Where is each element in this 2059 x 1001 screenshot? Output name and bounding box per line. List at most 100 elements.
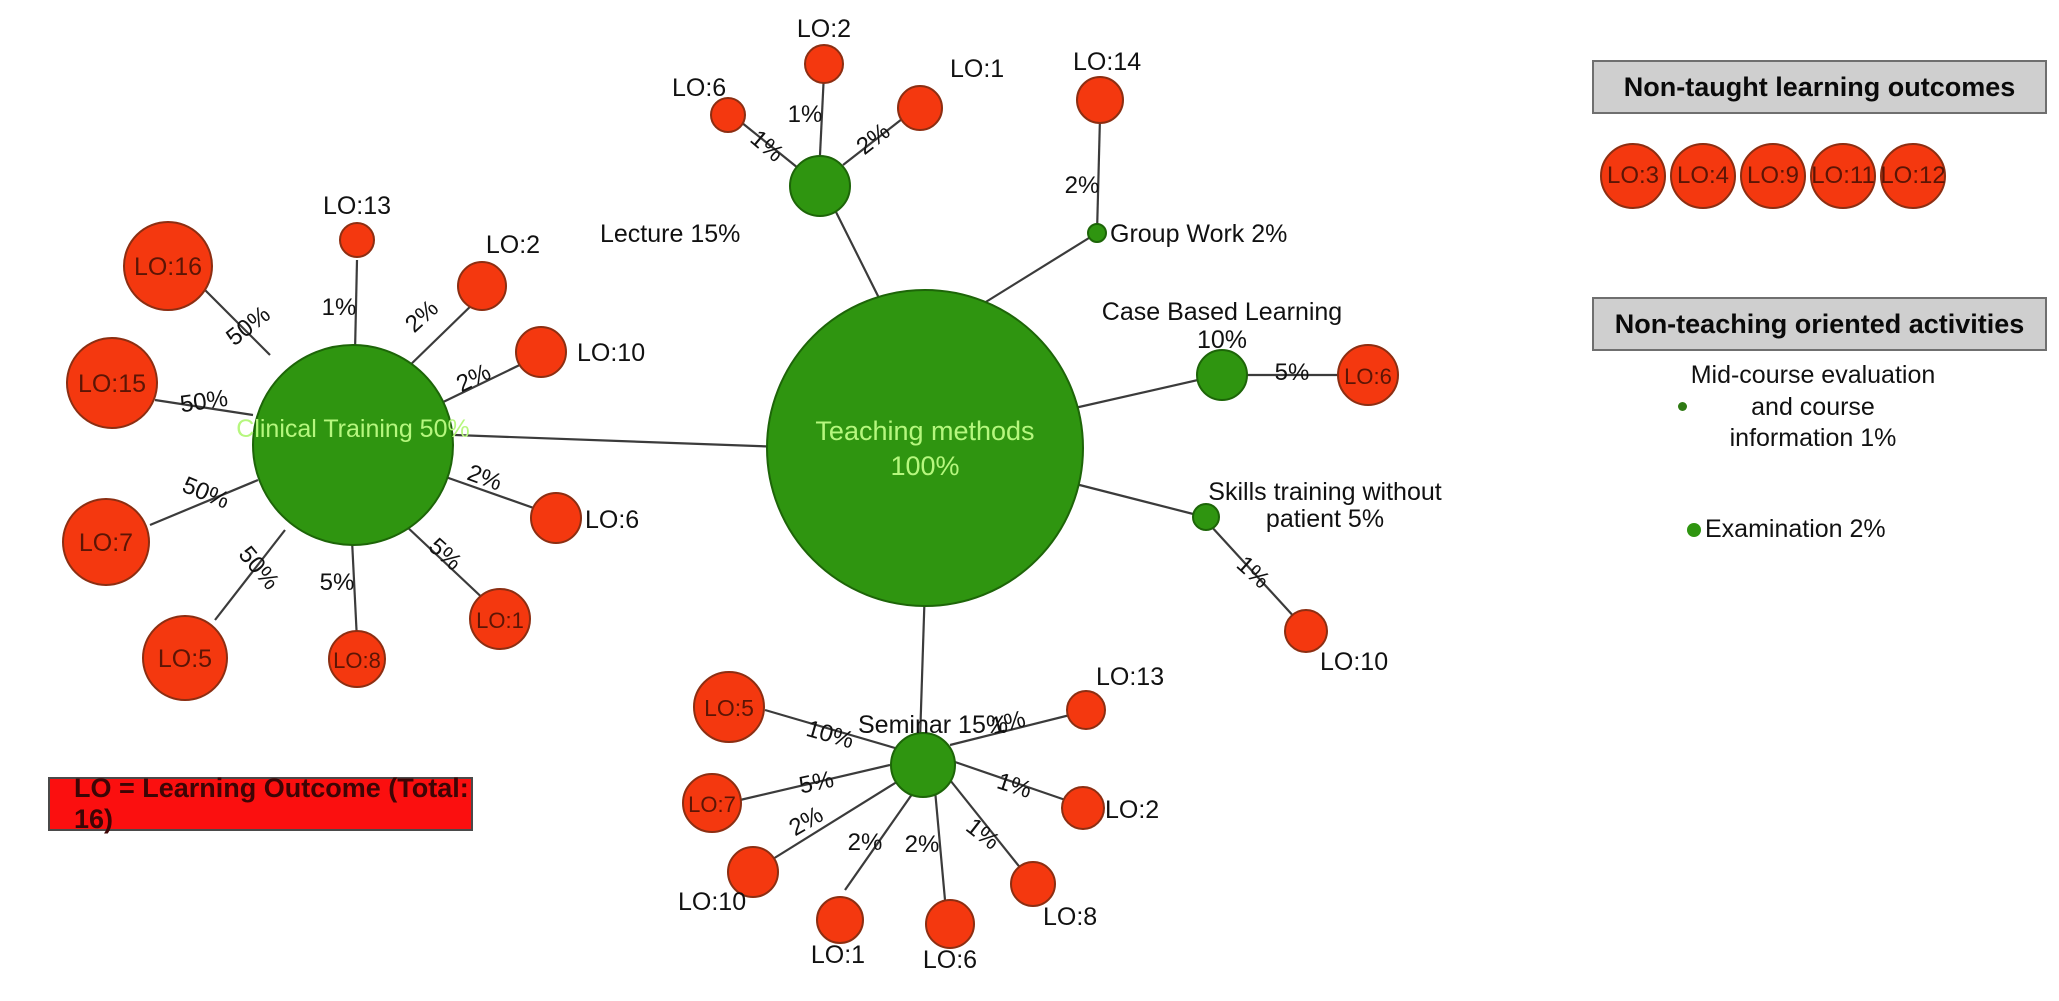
lo-label-seminar-lo5: LO:5 [704,695,754,721]
lo-node-seminar-lo13[interactable] [1066,690,1106,730]
weight-seminar-lo7: 5% [797,766,837,800]
lo-text-skills-lo10: LO:10 [1320,648,1388,676]
lo-text-lecture-lo6: LO:6 [672,74,726,102]
edge-clinical-lo7 [149,478,259,527]
edge-clinical-lo13 [353,259,359,353]
lo-text-lecture-lo2: LO:2 [797,15,851,43]
node-seminar[interactable] [890,732,956,798]
lo-node-seminar-lo1[interactable] [816,896,864,944]
seminar-edges [739,708,1083,923]
weight-groupwork-lo14: 2% [1065,172,1100,199]
lo-node-cbl-lo6[interactable] [1337,344,1399,406]
non-taught-chip-lo9[interactable]: LO:9 [1740,143,1806,209]
non-taught-outcomes-list: LO:3 LO:4 LO:9 LO:11 LO:12 [1600,140,2040,212]
lo-label-clinical-lo15: LO:15 [78,370,146,398]
edge-seminar-lo7 [739,763,891,802]
edge-clinical-lo1 [404,524,491,606]
lo-node-clinical-lo2[interactable] [457,261,507,311]
edge-clinical-lo16 [204,289,271,356]
weight-clinical-lo2: 2% [400,295,444,338]
lo-node-seminar-lo8[interactable] [1010,861,1056,907]
cbl-label-line1: Case Based Learning [1102,298,1342,326]
non-taught-chip-lo4[interactable]: LO:4 [1670,143,1736,209]
lo-node-clinical-lo5[interactable] [142,615,228,701]
lo-text-groupwork-lo14: LO:14 [1073,48,1141,76]
lo-label-seminar-lo7: LO:7 [688,792,736,817]
weight-seminar-lo10: 2% [784,801,828,842]
non-taught-chip-lo3[interactable]: LO:3 [1600,143,1666,209]
edge-center-skills [1059,478,1206,519]
lo-node-seminar-lo10[interactable] [727,846,779,898]
lo-node-clinical-lo16[interactable] [123,221,213,311]
activity-bullet-small-icon [1678,402,1687,411]
edge-center-clinical [454,433,811,450]
node-skills-training[interactable] [1192,503,1220,531]
weight-cbl-lo6: 5% [1275,359,1310,386]
node-lecture[interactable] [789,155,851,217]
non-taught-chip-lo12[interactable]: LO:12 [1880,143,1946,209]
lo-text-seminar-lo2: LO:2 [1105,796,1159,824]
weight-clinical-lo1: 5% [423,533,467,576]
lo-node-seminar-lo5[interactable] [693,671,765,743]
lo-node-clinical-lo6[interactable] [530,492,582,544]
clinical-training-label: Clinical Training 50% [236,415,469,443]
lo-node-seminar-lo7[interactable] [682,773,742,833]
lo-text-clinical-lo10: LO:10 [577,339,645,367]
edge-seminar-lo5 [764,708,896,750]
edge-clinical-lo5 [214,529,286,621]
edge-clinical-lo8 [350,539,359,641]
lo-node-clinical-lo13[interactable] [339,222,375,258]
lo-text-seminar-lo1: LO:1 [811,941,865,969]
node-group-work[interactable] [1087,223,1107,243]
weight-clinical-lo15: 50% [178,385,229,418]
group-work-label: Group Work 2% [1110,220,1287,248]
lo-node-clinical-lo7[interactable] [62,498,150,586]
lo-text-seminar-lo8: LO:8 [1043,903,1097,931]
legend-learning-outcome: LO = Learning Outcome (Total: 16) [48,773,473,834]
edge-seminar-lo13 [949,710,1083,747]
lo-label-clinical-lo7: LO:7 [79,529,133,557]
lo-text-lecture-lo1: LO:1 [950,55,1004,83]
lo-label-clinical-lo8: LO:8 [333,648,381,673]
node-case-based-learning[interactable] [1196,349,1248,401]
lo-node-skills-lo10[interactable] [1284,609,1328,653]
activity-bullet-large-icon [1687,523,1701,537]
non-taught-chip-lo11[interactable]: LO:11 [1810,143,1876,209]
lo-node-clinical-lo8[interactable] [328,630,386,688]
lecture-edges [735,72,912,169]
skills-label-line2: patient 5% [1266,505,1384,533]
edge-lecture-lo1 [842,111,912,166]
non-taught-outcomes-header: Non-taught learning outcomes [1592,60,2047,114]
weight-clinical-lo16: 50% [221,301,275,352]
weight-clinical-lo7: 50% [178,472,233,515]
edge-seminar-lo2 [954,760,1081,807]
lo-node-clinical-lo15[interactable] [66,337,158,429]
weight-seminar-lo6: 2% [905,831,940,858]
edge-clinical-lo10 [436,359,531,406]
node-teaching-methods[interactable] [766,289,1084,607]
teaching-methods-label-line2: 100% [890,451,959,481]
lo-node-clinical-lo1[interactable] [469,588,531,650]
weight-seminar-lo5: 10% [803,715,857,754]
edge-seminar-lo1 [844,789,916,891]
lo-label-clinical-lo16: LO:16 [134,253,202,281]
skills-edges [1209,524,1298,621]
lecture-label: Lecture 15% [600,220,740,248]
edge-skills-lo10 [1209,524,1298,621]
activity-mid-course-evaluation: Mid-course evaluation and course informa… [1690,361,1936,452]
lo-node-seminar-lo6[interactable] [925,899,975,949]
lo-node-seminar-lo2[interactable] [1061,786,1105,830]
lo-node-lecture-lo6[interactable] [710,97,746,133]
lo-text-clinical-lo2: LO:2 [486,231,540,259]
lo-text-seminar-lo6: LO:6 [923,946,977,974]
lo-node-lecture-lo2[interactable] [804,44,844,84]
lo-node-groupwork-lo14[interactable] [1076,76,1124,124]
edge-clinical-lo15 [154,398,254,417]
node-clinical-training[interactable] [252,344,454,546]
lo-node-lecture-lo1[interactable] [897,85,943,131]
lo-node-clinical-lo10[interactable] [515,326,567,378]
lo-text-clinical-lo13: LO:13 [323,192,391,220]
weight-clinical-lo10: 2% [452,359,495,398]
